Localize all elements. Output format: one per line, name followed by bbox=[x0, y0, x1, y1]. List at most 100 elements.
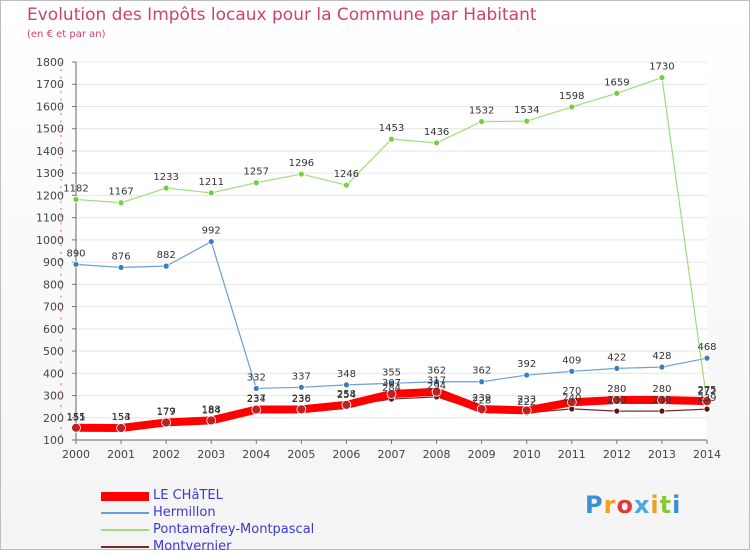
data-point bbox=[478, 118, 486, 125]
data-point bbox=[568, 103, 576, 111]
data-label: 228 bbox=[472, 396, 491, 407]
logo-letter: t bbox=[659, 491, 673, 519]
data-label: 392 bbox=[517, 359, 536, 370]
data-label: 1246 bbox=[334, 169, 359, 180]
data-point bbox=[433, 139, 440, 147]
data-label: 1211 bbox=[198, 177, 223, 188]
data-label: 258 bbox=[337, 389, 356, 400]
data-point bbox=[116, 423, 126, 433]
y-tick-label: 1700 bbox=[36, 78, 64, 91]
data-label: 272 bbox=[697, 386, 716, 397]
data-label: 184 bbox=[202, 405, 221, 416]
data-label: 1598 bbox=[559, 91, 584, 102]
data-point bbox=[162, 262, 170, 270]
legend-item-le-chatel: LE CHâTEL bbox=[101, 487, 314, 504]
logo-letter: i bbox=[672, 491, 682, 519]
data-label: 1436 bbox=[424, 127, 449, 138]
data-label: 1167 bbox=[108, 187, 133, 198]
data-label: 317 bbox=[427, 376, 446, 387]
data-label: 153 bbox=[112, 412, 131, 423]
data-point bbox=[388, 379, 395, 387]
y-tick-label: 300 bbox=[43, 390, 64, 403]
y-tick-label: 100 bbox=[43, 434, 64, 447]
data-label: 275 bbox=[697, 385, 716, 396]
x-tick-label: 2006 bbox=[332, 448, 360, 461]
data-point bbox=[703, 354, 711, 362]
data-point bbox=[521, 405, 532, 416]
data-label: 1730 bbox=[649, 62, 674, 73]
x-tick-label: 2012 bbox=[603, 448, 631, 461]
data-point bbox=[658, 407, 666, 415]
data-point bbox=[161, 417, 172, 428]
data-label: 348 bbox=[337, 369, 356, 380]
data-label: 155 bbox=[66, 412, 85, 423]
data-point bbox=[386, 389, 397, 399]
data-point bbox=[297, 170, 305, 178]
data-point bbox=[613, 365, 621, 372]
data-label: 890 bbox=[66, 248, 85, 259]
legend-item-hermillon: Hermillon bbox=[101, 504, 314, 521]
x-tick-label: 2007 bbox=[378, 448, 406, 461]
data-point bbox=[72, 260, 80, 268]
data-point bbox=[252, 179, 260, 187]
data-label: 468 bbox=[697, 342, 716, 353]
y-tick-label: 800 bbox=[43, 278, 64, 291]
data-point bbox=[478, 378, 486, 386]
logo-letter: r bbox=[603, 491, 617, 519]
data-point bbox=[703, 405, 711, 413]
data-point bbox=[296, 404, 307, 415]
legend-item-montvernier: Montvernier bbox=[101, 538, 314, 555]
data-label: 355 bbox=[382, 367, 401, 378]
logo-letter: P bbox=[585, 491, 604, 519]
proxiti-logo: Proxiti bbox=[585, 491, 681, 519]
legend-item-pontamafrey-montpascal: Pontamafrey-Montpascal bbox=[101, 521, 314, 538]
data-label: 154 bbox=[112, 412, 131, 423]
y-tick-label: 1400 bbox=[36, 145, 64, 158]
data-point bbox=[476, 404, 487, 414]
y-tick-label: 1200 bbox=[36, 189, 64, 202]
chart-subtitle: (en € et par an) bbox=[27, 29, 106, 40]
data-label: 294 bbox=[427, 381, 446, 392]
data-label: 1296 bbox=[289, 158, 314, 169]
data-label: 422 bbox=[607, 352, 626, 363]
data-label: 362 bbox=[472, 366, 491, 377]
data-label: 179 bbox=[157, 406, 176, 417]
data-label: 280 bbox=[652, 384, 671, 395]
legend-swatch bbox=[101, 491, 149, 501]
data-point bbox=[566, 397, 577, 408]
data-point bbox=[72, 196, 80, 203]
legend-swatch bbox=[101, 528, 149, 531]
data-point bbox=[613, 407, 621, 415]
data-point bbox=[523, 117, 531, 125]
x-tick-label: 2005 bbox=[287, 448, 315, 461]
x-tick-label: 2003 bbox=[197, 448, 225, 461]
data-label: 236 bbox=[292, 394, 311, 405]
y-tick-label: 500 bbox=[43, 345, 64, 358]
data-label: 409 bbox=[562, 355, 581, 366]
data-label: 428 bbox=[652, 351, 671, 362]
legend-label: Pontamafrey-Montpascal bbox=[153, 522, 315, 537]
data-point bbox=[523, 371, 531, 379]
data-label: 233 bbox=[517, 394, 536, 405]
x-tick-label: 2002 bbox=[152, 448, 180, 461]
legend-swatch bbox=[101, 511, 149, 514]
data-label: 337 bbox=[292, 371, 311, 382]
data-point bbox=[207, 189, 215, 197]
data-point bbox=[611, 395, 622, 405]
data-label: 240 bbox=[562, 393, 581, 404]
y-tick-label: 1600 bbox=[36, 100, 64, 113]
data-label: 332 bbox=[247, 372, 266, 383]
y-tick-label: 200 bbox=[43, 412, 64, 425]
data-label: 151 bbox=[66, 413, 85, 424]
x-tick-label: 2004 bbox=[242, 448, 270, 461]
data-label: 270 bbox=[562, 386, 581, 397]
data-point bbox=[388, 135, 395, 143]
data-label: 177 bbox=[157, 407, 176, 418]
x-tick-label: 2014 bbox=[693, 448, 721, 461]
x-tick-label: 2008 bbox=[423, 448, 451, 461]
data-point bbox=[206, 415, 217, 426]
data-point bbox=[343, 381, 350, 389]
data-label: 230 bbox=[607, 395, 626, 406]
x-tick-label: 2000 bbox=[62, 448, 90, 461]
